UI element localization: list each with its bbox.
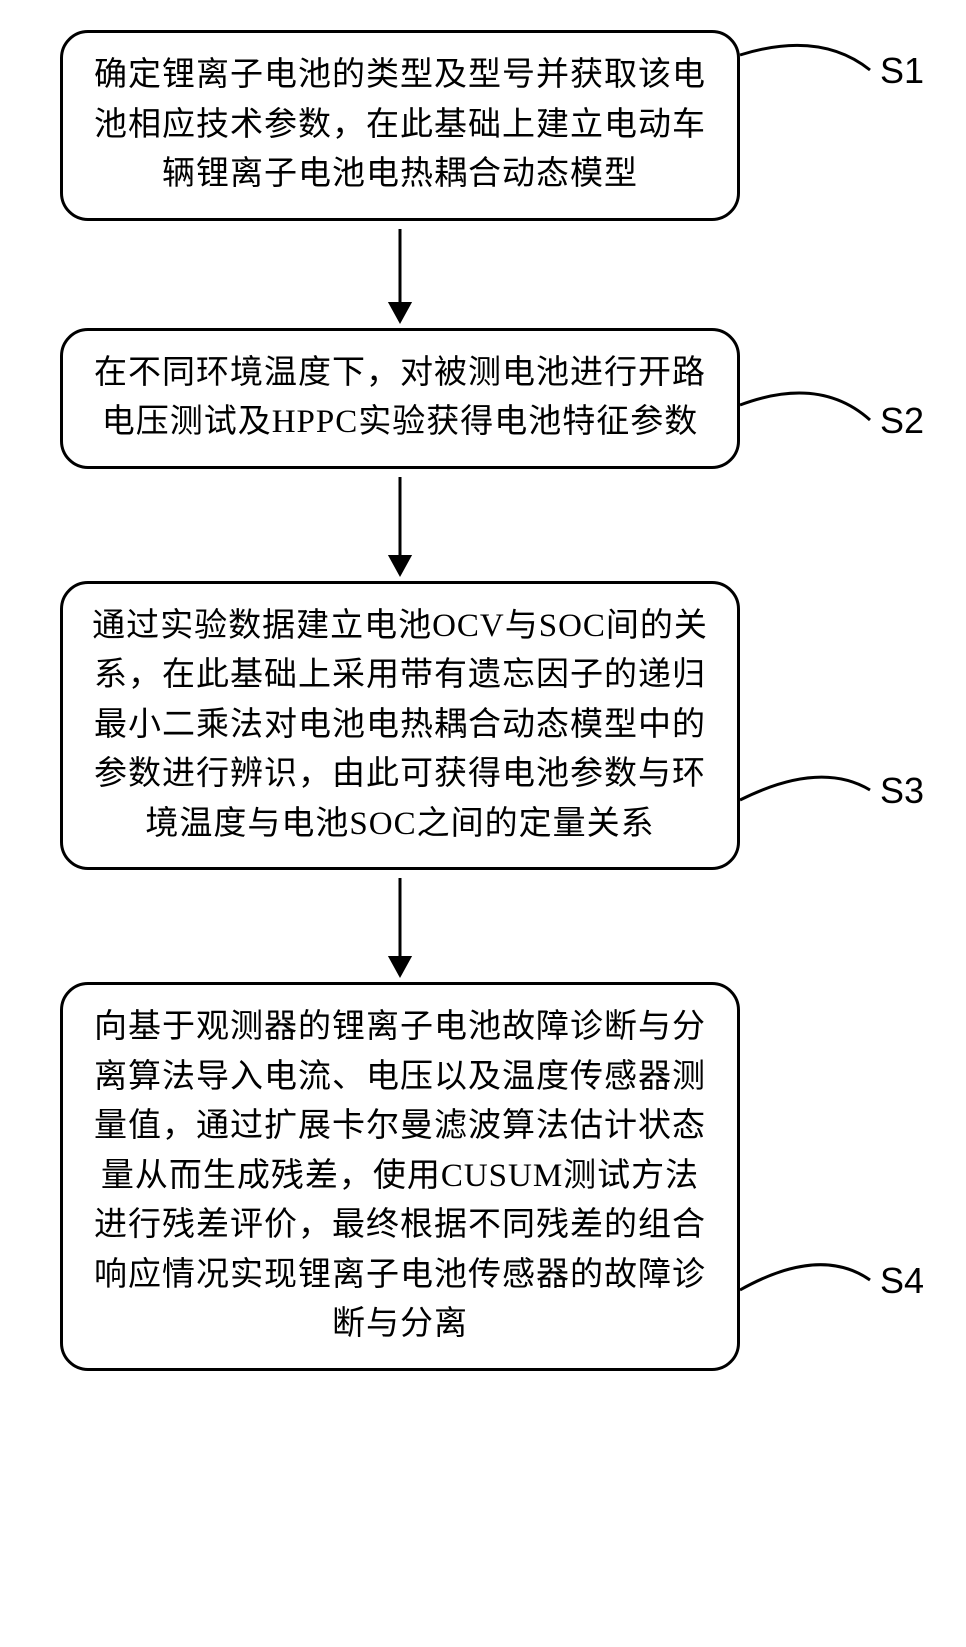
flow-node-s1: 确定锂离子电池的类型及型号并获取该电池相应技术参数，在此基础上建立电动车辆锂离子… (60, 30, 740, 221)
flow-node-text: 确定锂离子电池的类型及型号并获取该电池相应技术参数，在此基础上建立电动车辆锂离子… (91, 51, 709, 200)
flow-node-text: 在不同环境温度下，对被测电池进行开路电压测试及HPPC实验获得电池特征参数 (91, 349, 709, 448)
flow-node-s2: 在不同环境温度下，对被测电池进行开路电压测试及HPPC实验获得电池特征参数 (60, 328, 740, 469)
flowchart-container: 确定锂离子电池的类型及型号并获取该电池相应技术参数，在此基础上建立电动车辆锂离子… (60, 30, 910, 1371)
flow-arrow (60, 469, 740, 581)
flow-node-s3: 通过实验数据建立电池OCV与SOC间的关系，在此基础上采用带有遗忘因子的递归最小… (60, 581, 740, 871)
flow-arrow (60, 221, 740, 328)
flow-arrow (60, 870, 740, 982)
flow-node-s4: 向基于观测器的锂离子电池故障诊断与分离算法导入电流、电压以及温度传感器测量值，通… (60, 982, 740, 1371)
flow-node-text: 通过实验数据建立电池OCV与SOC间的关系，在此基础上采用带有遗忘因子的递归最小… (91, 602, 709, 850)
flow-label-s4: S4 (880, 1260, 924, 1302)
flow-label-s3: S3 (880, 770, 924, 812)
flow-label-s2: S2 (880, 400, 924, 442)
flow-label-s1: S1 (880, 50, 924, 92)
flow-node-text: 向基于观测器的锂离子电池故障诊断与分离算法导入电流、电压以及温度传感器测量值，通… (91, 1003, 709, 1350)
